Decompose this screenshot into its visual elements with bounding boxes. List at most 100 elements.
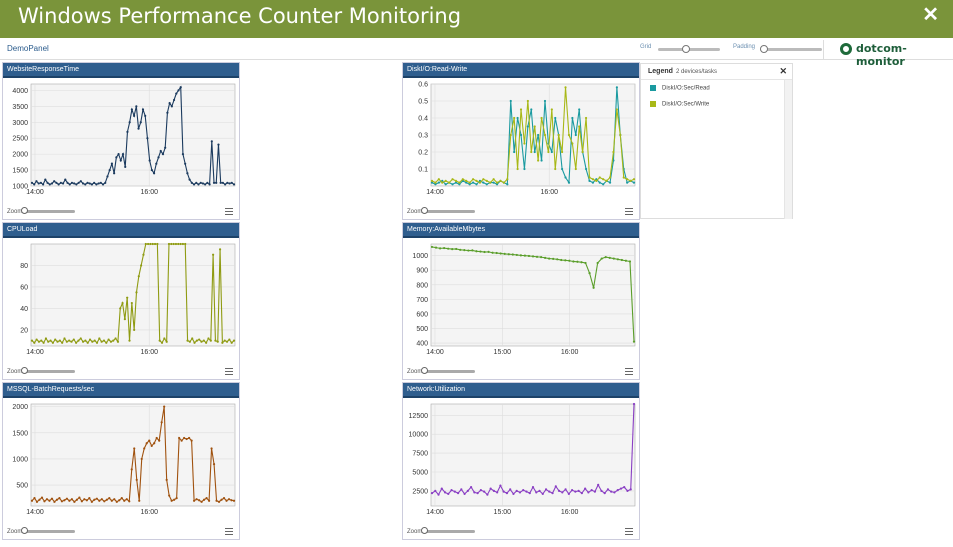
data-point — [461, 178, 464, 181]
data-point — [615, 108, 618, 111]
data-point — [144, 242, 147, 246]
y-tick-label: 2000 — [12, 404, 28, 411]
padding-slider[interactable] — [759, 45, 822, 53]
data-point — [186, 339, 189, 342]
zoom-slider[interactable] — [421, 527, 475, 534]
data-point — [216, 340, 219, 343]
data-point — [232, 183, 236, 186]
menu-icon[interactable] — [625, 368, 633, 375]
menu-icon[interactable] — [225, 368, 233, 375]
y-tick-label: 10000 — [409, 432, 429, 439]
y-tick-label: 20 — [20, 327, 28, 334]
zoom-slider[interactable] — [21, 527, 75, 534]
menu-icon[interactable] — [225, 208, 233, 215]
data-point — [126, 130, 129, 133]
chart-cpu-load: 20 40 60 80 14:00 16:00 — [20, 242, 236, 356]
data-point — [65, 340, 68, 343]
data-point — [502, 181, 505, 184]
data-point — [444, 183, 447, 186]
grid-slider-knob[interactable] — [681, 45, 690, 53]
x-tick-label: 16:00 — [140, 509, 158, 516]
data-point — [168, 102, 171, 105]
data-point — [576, 260, 579, 263]
close-icon[interactable]: ✕ — [922, 4, 939, 26]
toolbar: DemoPanel Grid Padding dotcom-monitor — [0, 38, 953, 68]
zoom-slider[interactable] — [421, 367, 475, 374]
data-point — [584, 487, 587, 490]
series-line — [31, 406, 235, 503]
legend-scrollbar[interactable] — [784, 80, 792, 219]
data-point — [217, 143, 220, 146]
zoom-slider-knob[interactable] — [421, 527, 428, 534]
data-point — [145, 442, 148, 445]
grid-slider[interactable] — [658, 45, 720, 53]
zoom-slider-knob[interactable] — [21, 207, 28, 214]
data-point — [161, 153, 165, 156]
data-point — [531, 486, 535, 489]
zoom-slider-knob[interactable] — [21, 527, 28, 534]
data-point — [149, 242, 152, 246]
zoom-slider[interactable] — [21, 367, 75, 374]
data-point — [46, 181, 49, 184]
x-tick-label: 14:00 — [426, 349, 444, 356]
data-point — [459, 248, 462, 251]
title-bar: Windows Performance Counter Monitoring ✕ — [0, 0, 953, 38]
data-point — [471, 178, 475, 181]
data-point — [102, 339, 106, 342]
widget-title: WebsiteResponseTime — [3, 63, 239, 78]
data-point — [35, 500, 39, 503]
legend-panel: Legend 2 devices/tasks ✕ DiskI/O:Sec/Rea… — [640, 63, 793, 219]
data-point — [209, 339, 212, 342]
data-point — [632, 178, 636, 181]
zoom-slider-knob[interactable] — [21, 367, 28, 374]
data-point — [138, 499, 141, 502]
zoom-slider[interactable] — [421, 207, 475, 214]
legend-close-icon[interactable]: ✕ — [779, 66, 787, 76]
data-point — [70, 498, 74, 501]
data-point — [496, 491, 499, 494]
data-point — [502, 490, 505, 493]
data-point — [612, 257, 615, 260]
data-point — [215, 181, 218, 184]
padding-slider-knob[interactable] — [759, 45, 768, 53]
data-point — [526, 99, 529, 103]
data-point — [163, 405, 166, 408]
data-point — [91, 340, 94, 343]
zoom-slider-knob[interactable] — [421, 207, 428, 214]
data-point — [188, 340, 191, 343]
data-point — [224, 183, 227, 186]
data-point — [66, 181, 69, 184]
data-point — [118, 499, 121, 502]
data-point — [54, 338, 57, 341]
data-point — [460, 488, 463, 491]
y-tick-label: 3000 — [12, 120, 28, 127]
data-point — [143, 447, 146, 450]
data-point — [70, 340, 73, 343]
data-point — [482, 181, 485, 184]
data-point — [33, 183, 36, 186]
data-point — [121, 301, 124, 305]
zoom-slider[interactable] — [21, 207, 75, 214]
data-point — [570, 489, 574, 492]
zoom-label: Zoom — [407, 209, 423, 215]
panel-name[interactable]: DemoPanel — [7, 44, 49, 53]
data-point — [537, 159, 540, 162]
data-point — [507, 253, 510, 256]
data-point — [58, 497, 61, 500]
menu-icon[interactable] — [225, 528, 233, 535]
data-point — [525, 490, 528, 493]
data-point — [207, 499, 211, 502]
data-point — [226, 181, 229, 184]
legend-item[interactable]: DiskI/O:Sec/Read — [650, 85, 710, 92]
data-point — [230, 181, 233, 184]
legend-item[interactable]: DiskI/O:Sec/Write — [650, 101, 709, 108]
menu-icon[interactable] — [625, 208, 633, 215]
data-point — [437, 178, 440, 181]
data-point — [153, 242, 157, 246]
zoom-slider-knob[interactable] — [421, 367, 428, 374]
menu-icon[interactable] — [625, 528, 633, 535]
data-point — [155, 162, 158, 165]
chart-disk-io: 0.1 0.2 0.3 0.4 0.5 0.6 14:00 16:00 — [418, 82, 636, 196]
data-point — [612, 150, 615, 154]
data-point — [170, 499, 173, 502]
